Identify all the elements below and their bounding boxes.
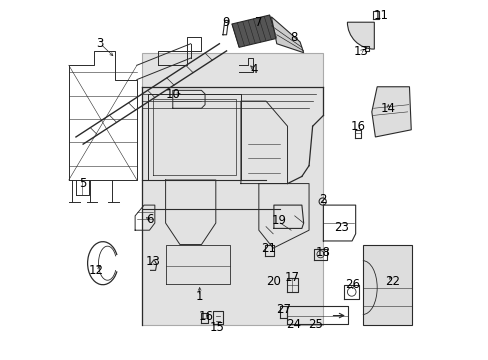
Text: 10: 10 [165,88,180,101]
Text: 4: 4 [250,63,258,76]
Text: 6: 6 [145,213,153,226]
Polygon shape [371,87,410,137]
Text: 18: 18 [315,246,330,259]
Text: 14: 14 [380,103,395,116]
Text: 16: 16 [350,121,366,134]
Text: 24: 24 [286,318,301,331]
Text: 16: 16 [198,310,213,324]
Wedge shape [346,22,373,49]
Text: 20: 20 [266,275,281,288]
Text: 13: 13 [145,255,160,268]
Text: 21: 21 [261,242,276,255]
Text: 3: 3 [97,37,104,50]
Text: 11: 11 [372,9,387,22]
Text: 13: 13 [353,45,368,58]
Text: 12: 12 [88,264,103,277]
Text: 27: 27 [275,303,290,316]
Text: 26: 26 [345,278,360,291]
Text: 7: 7 [255,16,262,29]
Text: 23: 23 [334,221,349,234]
Text: 25: 25 [307,318,322,331]
Text: 15: 15 [210,321,224,334]
Polygon shape [271,17,303,53]
Text: 5: 5 [79,177,86,190]
Text: 19: 19 [272,214,286,227]
Text: 2: 2 [318,193,326,206]
Text: 8: 8 [290,31,297,44]
Text: 1: 1 [196,290,203,303]
Bar [142,53,323,325]
Polygon shape [231,15,276,47]
Text: 9: 9 [222,16,229,29]
Text: 17: 17 [284,271,299,284]
Text: 22: 22 [384,275,399,288]
Polygon shape [362,244,411,325]
